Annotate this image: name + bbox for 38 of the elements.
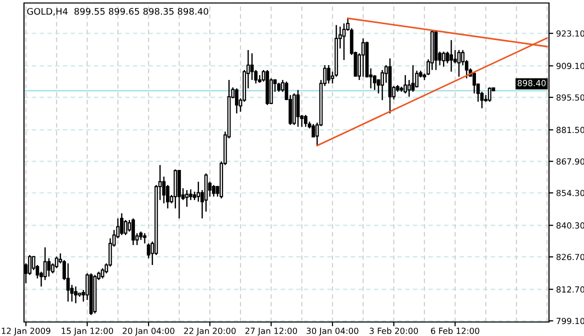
candlestick xyxy=(66,262,70,302)
candlestick xyxy=(234,88,238,114)
x-tick-label: 15 Jan 12:00 xyxy=(62,328,114,336)
candlestick xyxy=(411,64,415,92)
x-tick-label: 12 Jan 2009 xyxy=(2,328,50,336)
candlestick xyxy=(196,181,200,202)
candlestick xyxy=(326,64,330,84)
candlestick xyxy=(74,286,78,304)
candlestick xyxy=(450,39,453,72)
x-tick-label: 27 Jan 12:00 xyxy=(245,328,297,336)
candlestick xyxy=(277,82,281,92)
candlestick xyxy=(488,86,492,102)
chart-title: GOLD,H4 899.55 899.65 898.35 898.40 xyxy=(27,8,208,16)
candlestick xyxy=(143,232,146,244)
candlestick xyxy=(185,189,189,208)
ref-line-label: 898.40 xyxy=(518,80,546,86)
candlestick xyxy=(404,74,407,94)
candlestick xyxy=(124,219,128,236)
candlestick xyxy=(132,218,135,246)
candlestick xyxy=(457,49,461,78)
candlestick xyxy=(100,268,104,280)
candlestick xyxy=(304,114,308,128)
candlestick xyxy=(442,51,446,68)
candlestick xyxy=(188,188,192,201)
candlestick xyxy=(380,69,384,101)
candlestick xyxy=(120,212,124,236)
x-tick-label: 3 Feb 20:00 xyxy=(370,328,418,334)
candlestick xyxy=(212,184,216,198)
candlestick xyxy=(146,242,150,259)
candlestick xyxy=(361,38,365,78)
candlestick xyxy=(250,52,254,81)
x-tick-label: 22 Jan 20:00 xyxy=(184,328,236,336)
x-tick-label: 30 Jan 04:00 xyxy=(306,328,358,336)
candlestick xyxy=(47,258,51,278)
x-tick-label: 20 Jan 04:00 xyxy=(122,328,174,336)
candlestick xyxy=(472,70,476,94)
candlestick xyxy=(407,79,411,98)
x-tick-label: 6 Feb 12:00 xyxy=(431,328,480,334)
